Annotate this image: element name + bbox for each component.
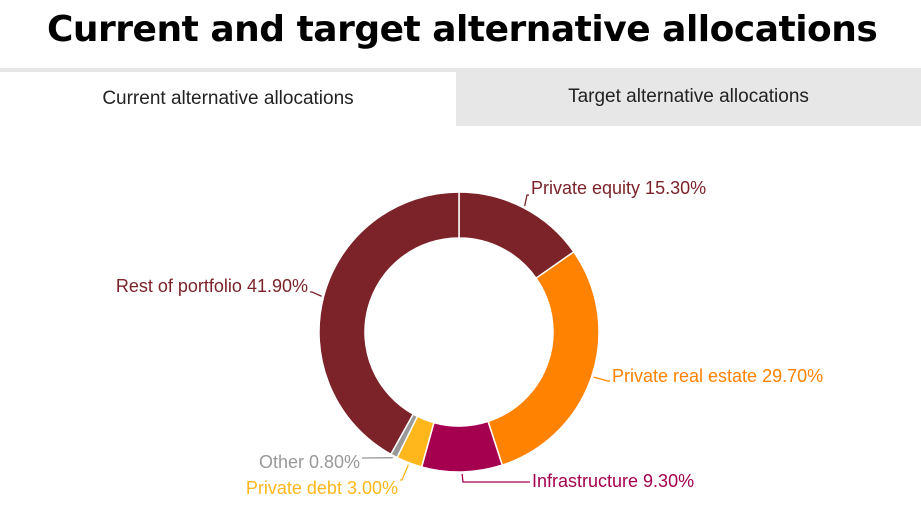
leader-line-private-real-estate bbox=[593, 376, 610, 382]
label-private-real-estate: Private real estate 29.70% bbox=[612, 366, 823, 386]
label-other: Other 0.80% bbox=[259, 452, 360, 472]
label-infrastructure: Infrastructure 9.30% bbox=[532, 471, 694, 491]
label-private-debt: Private debt 3.00% bbox=[246, 478, 398, 498]
slice-infrastructure[interactable] bbox=[420, 420, 504, 473]
slice-rest-of-portfolio[interactable] bbox=[318, 191, 460, 456]
tab-bar: Current alternative allocations Target a… bbox=[0, 68, 921, 126]
slice-private-real-estate[interactable] bbox=[487, 250, 600, 467]
leader-line-infrastructure bbox=[461, 473, 530, 483]
page-title: Current and target alternative allocatio… bbox=[47, 9, 878, 50]
label-rest-of-portfolio: Rest of portfolio 41.90% bbox=[116, 276, 308, 296]
leader-line-private-equity bbox=[524, 194, 529, 207]
label-private-equity: Private equity 15.30% bbox=[531, 178, 706, 198]
tab-target-allocations[interactable]: Target alternative allocations bbox=[456, 68, 921, 126]
tab-current-allocations[interactable]: Current alternative allocations bbox=[0, 68, 456, 126]
leader-line-rest-of-portfolio bbox=[310, 291, 322, 297]
leader-line-private-debt bbox=[400, 464, 409, 481]
